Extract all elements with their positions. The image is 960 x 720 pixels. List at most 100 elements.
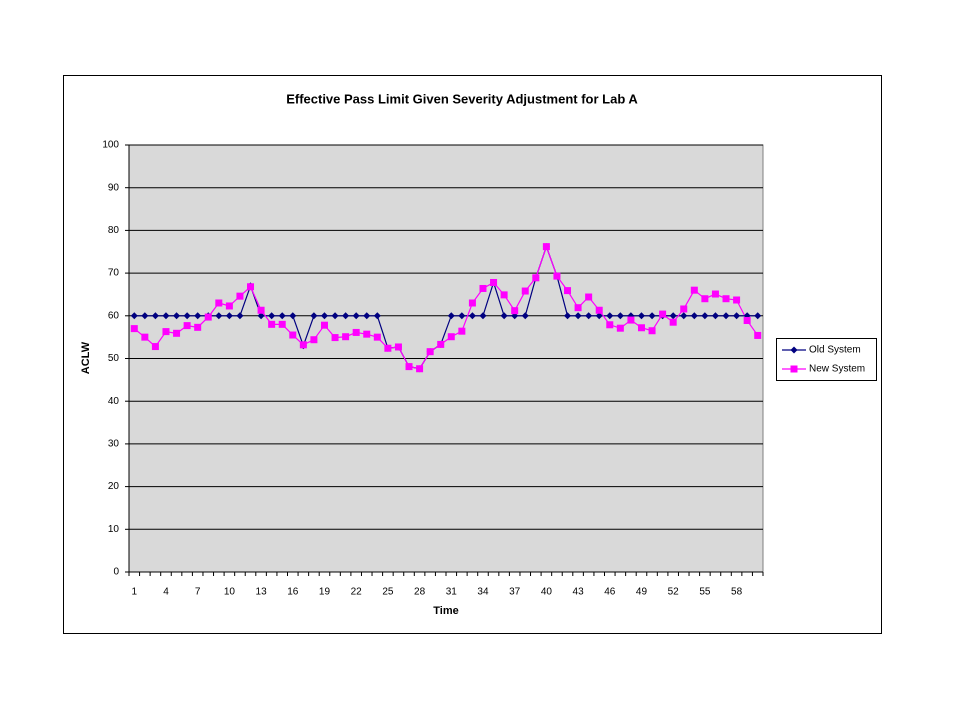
point bbox=[500, 291, 508, 299]
point bbox=[521, 312, 529, 320]
point bbox=[225, 302, 233, 310]
point bbox=[468, 312, 476, 320]
point bbox=[490, 278, 498, 286]
point bbox=[574, 312, 582, 320]
point bbox=[342, 333, 350, 341]
point bbox=[151, 312, 159, 320]
y-axis-title: ACLW bbox=[80, 341, 92, 374]
point bbox=[701, 295, 709, 303]
point bbox=[595, 312, 603, 320]
x-tick-label: 13 bbox=[256, 587, 268, 598]
point bbox=[458, 312, 466, 320]
x-tick-label: 34 bbox=[477, 587, 489, 598]
x-tick-label: 16 bbox=[287, 587, 299, 598]
x-tick-label: 40 bbox=[541, 587, 553, 598]
point bbox=[289, 331, 297, 339]
point bbox=[151, 343, 159, 351]
x-tick-label: 25 bbox=[382, 587, 394, 598]
point bbox=[215, 312, 223, 320]
point bbox=[130, 312, 138, 320]
point bbox=[743, 316, 751, 324]
y-tick-label: 50 bbox=[108, 353, 120, 364]
point bbox=[437, 340, 445, 348]
legend-marker bbox=[790, 365, 798, 373]
x-tick-label: 37 bbox=[509, 587, 521, 598]
point bbox=[479, 312, 487, 320]
point bbox=[637, 324, 645, 332]
y-tick-label: 20 bbox=[108, 481, 120, 492]
point bbox=[405, 363, 413, 371]
point bbox=[320, 321, 328, 329]
point bbox=[500, 312, 508, 320]
point bbox=[585, 293, 593, 301]
point bbox=[247, 283, 255, 291]
point bbox=[680, 312, 688, 320]
point bbox=[606, 312, 614, 320]
point bbox=[278, 312, 286, 320]
point bbox=[268, 320, 276, 328]
point bbox=[236, 312, 244, 320]
legend-marker bbox=[790, 346, 798, 354]
point bbox=[141, 312, 149, 320]
point bbox=[553, 272, 561, 280]
x-tick-label: 10 bbox=[224, 587, 236, 598]
point bbox=[616, 324, 624, 332]
point bbox=[363, 312, 371, 320]
x-tick-label: 55 bbox=[699, 587, 711, 598]
point bbox=[690, 312, 698, 320]
point bbox=[447, 312, 455, 320]
point bbox=[701, 312, 709, 320]
x-tick-label: 28 bbox=[414, 587, 426, 598]
point bbox=[458, 327, 466, 335]
point bbox=[595, 306, 603, 314]
y-tick-label: 10 bbox=[108, 524, 120, 535]
y-tick-label: 0 bbox=[113, 567, 119, 578]
point bbox=[257, 312, 265, 320]
chart-title: Effective Pass Limit Given Severity Adju… bbox=[286, 91, 638, 106]
x-tick-label: 52 bbox=[668, 587, 680, 598]
point bbox=[733, 296, 741, 304]
y-tick-label: 30 bbox=[108, 439, 120, 450]
point bbox=[564, 312, 572, 320]
x-tick-label: 58 bbox=[731, 587, 743, 598]
point bbox=[141, 333, 149, 341]
y-tick-label: 100 bbox=[102, 140, 119, 151]
legend-box bbox=[776, 338, 877, 381]
point bbox=[183, 312, 191, 320]
x-tick-label: 31 bbox=[446, 587, 458, 598]
x-tick-label: 1 bbox=[132, 587, 138, 598]
legend-label: Old System bbox=[809, 345, 861, 356]
point bbox=[616, 312, 624, 320]
x-tick-label: 49 bbox=[636, 587, 648, 598]
point bbox=[627, 316, 635, 324]
point bbox=[289, 312, 297, 320]
point bbox=[447, 333, 455, 341]
x-tick-label: 43 bbox=[573, 587, 585, 598]
point bbox=[680, 305, 688, 313]
point bbox=[162, 312, 170, 320]
point bbox=[342, 312, 350, 320]
legend: Old System New System bbox=[776, 338, 877, 381]
point bbox=[384, 344, 392, 352]
point bbox=[648, 312, 656, 320]
point bbox=[648, 327, 656, 335]
point bbox=[204, 313, 212, 321]
point bbox=[416, 365, 424, 373]
point bbox=[722, 295, 730, 303]
point bbox=[310, 336, 318, 344]
point bbox=[669, 318, 677, 326]
point bbox=[331, 312, 339, 320]
point bbox=[659, 310, 667, 318]
x-tick-label: 4 bbox=[163, 587, 169, 598]
x-axis-title: Time bbox=[433, 605, 458, 617]
point bbox=[299, 341, 307, 349]
y-tick-label: 60 bbox=[108, 310, 120, 321]
point bbox=[194, 312, 202, 320]
legend-label: New System bbox=[809, 364, 865, 375]
point bbox=[162, 328, 170, 336]
y-tick-label: 90 bbox=[108, 182, 120, 193]
point bbox=[521, 287, 529, 295]
point bbox=[236, 292, 244, 300]
